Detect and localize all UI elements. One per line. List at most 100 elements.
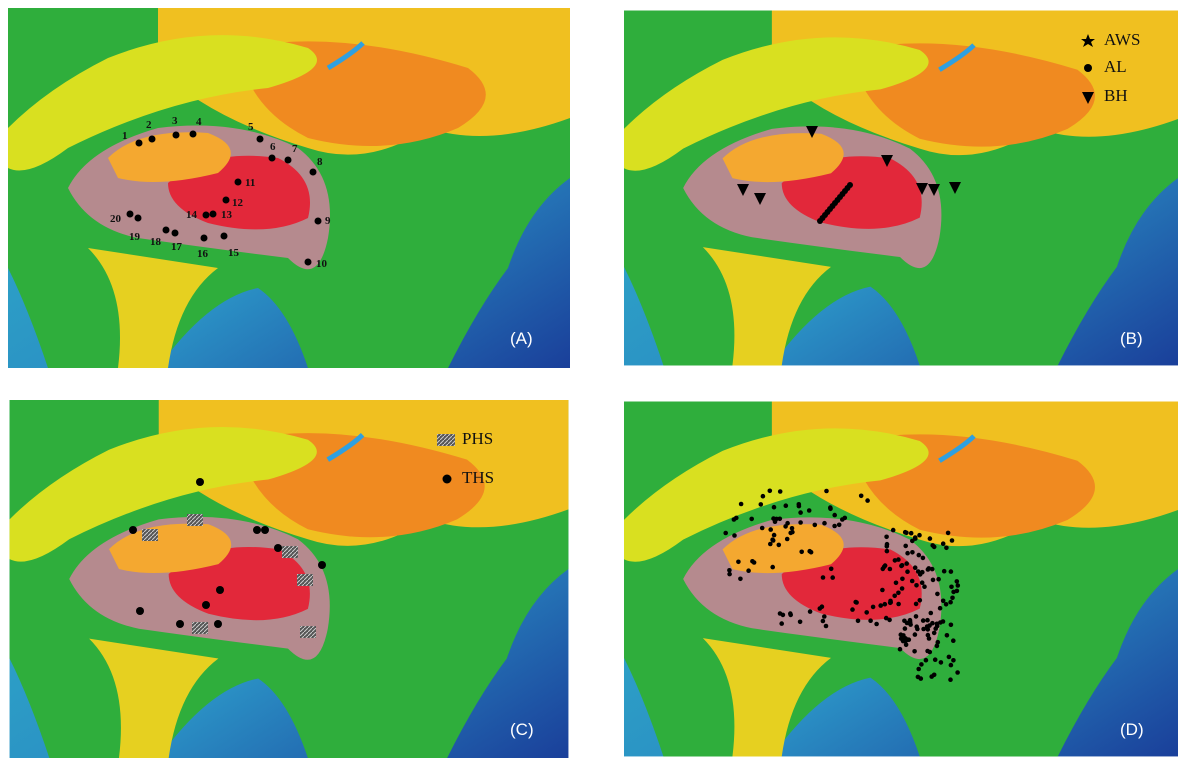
site-dot (942, 569, 947, 574)
site-dot (892, 594, 897, 599)
site-dot (925, 649, 930, 654)
site-dot (893, 558, 898, 563)
site-dot (948, 600, 953, 605)
ths-dot (261, 526, 269, 534)
site-dot (760, 526, 765, 531)
site-dot (768, 527, 773, 532)
site-dot (941, 541, 946, 546)
site-dot (947, 655, 952, 660)
site-dot (868, 618, 873, 623)
station-label: 14 (186, 209, 198, 221)
station-label: 15 (228, 247, 240, 259)
station-dot (269, 155, 276, 162)
panel-label: (D) (1120, 720, 1144, 739)
map-b (624, 11, 1178, 366)
site-dot (917, 553, 922, 558)
station-label: 11 (245, 177, 255, 189)
site-dot (798, 520, 803, 525)
site-dot (828, 507, 833, 512)
site-dot (874, 622, 879, 627)
site-dot (913, 536, 918, 541)
site-dot (723, 531, 728, 536)
site-dot (902, 619, 907, 624)
station-label: 5 (248, 121, 254, 133)
station-label: 13 (221, 209, 233, 221)
site-dot (904, 643, 909, 648)
site-dot (779, 621, 784, 626)
site-dot (919, 662, 924, 667)
legend-dot (1084, 64, 1092, 72)
station-dot (135, 215, 142, 222)
site-dot (837, 523, 842, 528)
site-dot (784, 503, 789, 508)
legend-label: BH (1104, 86, 1128, 105)
site-dot (916, 667, 921, 672)
site-dot (785, 537, 790, 542)
phs-marker (192, 622, 208, 634)
site-dot (824, 489, 829, 494)
site-dot (799, 550, 804, 555)
station-dot (201, 235, 208, 242)
site-dot (922, 584, 927, 589)
site-dot (900, 563, 905, 568)
site-dot (929, 611, 934, 616)
legend-label: AL (1104, 57, 1127, 76)
site-dot (918, 598, 923, 603)
figure: (A) (B) (C) (D) AWS AL BH PHS THS 123456… (0, 0, 1178, 758)
site-dot (918, 572, 923, 577)
station-dot (257, 136, 264, 143)
site-dot (915, 627, 920, 632)
site-dot (936, 577, 941, 582)
site-dot (927, 566, 932, 571)
site-dot (887, 618, 892, 623)
site-dot (778, 489, 783, 494)
station-dot (305, 259, 312, 266)
site-dot (891, 528, 896, 533)
site-dot (871, 605, 876, 610)
site-dot (946, 531, 951, 536)
site-dot (900, 577, 905, 582)
site-dot (821, 575, 826, 580)
site-dot (798, 620, 803, 625)
site-dot (948, 677, 953, 682)
site-dot (951, 658, 956, 663)
legend-dot (443, 475, 452, 484)
site-dot (898, 647, 903, 652)
al-dot (847, 182, 853, 188)
site-dot (746, 568, 751, 573)
ths-dot (274, 544, 282, 552)
site-dot (888, 567, 893, 572)
site-dot (905, 637, 910, 642)
site-dot (727, 572, 732, 577)
station-dot (310, 169, 317, 176)
station-dot (136, 140, 143, 147)
site-dot (908, 618, 913, 623)
station-label: 10 (316, 258, 328, 270)
site-dot (905, 551, 910, 556)
station-dot (163, 227, 170, 234)
site-dot (818, 606, 823, 611)
site-dot (925, 618, 930, 623)
site-dot (913, 565, 918, 570)
site-dot (822, 614, 827, 619)
station-dot (315, 218, 322, 225)
phs-marker (282, 546, 298, 558)
site-dot (824, 624, 829, 629)
ths-dot (318, 561, 326, 569)
station-dot (127, 211, 134, 218)
site-dot (913, 632, 918, 637)
site-dot (935, 592, 940, 597)
site-dot (750, 559, 755, 564)
legend-label: PHS (462, 429, 493, 448)
legend-label: THS (462, 468, 494, 487)
site-dot (878, 603, 883, 608)
site-dot (807, 508, 812, 513)
site-dot (894, 581, 899, 586)
station-label: 3 (172, 115, 178, 127)
panel-label: (C) (510, 720, 534, 739)
site-dot (920, 580, 925, 585)
site-dot (896, 602, 901, 607)
station-label: 12 (232, 197, 244, 209)
legend-label: AWS (1104, 30, 1140, 49)
station-label: 2 (146, 119, 152, 131)
